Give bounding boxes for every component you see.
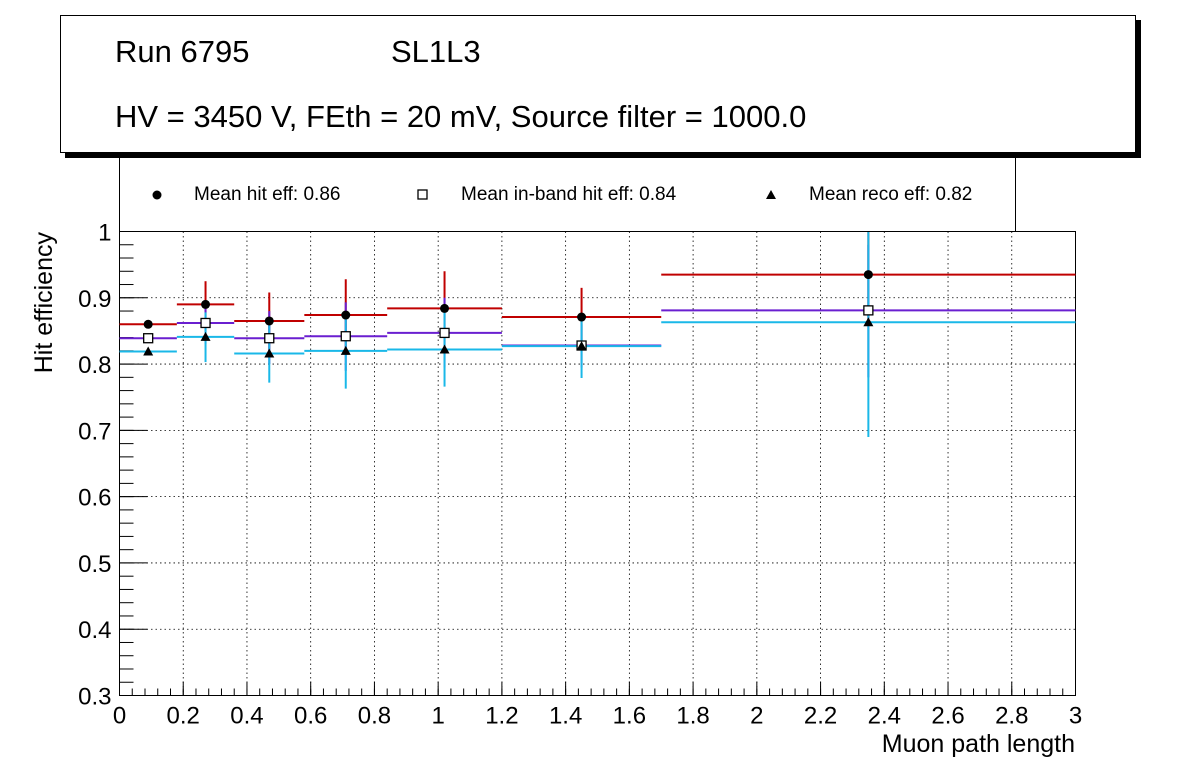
y-tick-label: 0.7 [78, 418, 111, 445]
legend-circle-marker [152, 190, 162, 200]
y-tick-label: 0.6 [78, 485, 111, 512]
markers-reco [143, 317, 874, 358]
reco-eff-point [576, 341, 587, 351]
y-axis-label: Hit efficiency [30, 232, 58, 374]
x-tick-label: 0.8 [358, 703, 391, 730]
reco-eff-point [143, 346, 154, 356]
y-tick-label: 0.9 [78, 286, 111, 313]
y-tick-label: 0.4 [78, 617, 111, 644]
reco-eff-point [439, 344, 450, 354]
hit-eff-point [863, 270, 873, 280]
markers-hit [143, 270, 873, 329]
x-tick-label: 2.6 [931, 703, 964, 730]
x-tick-label: 2 [750, 703, 763, 730]
title-line-1: Run 6795 SL1L3 [115, 34, 481, 70]
x-tick-label: 1 [431, 703, 444, 730]
legend-square-marker [417, 189, 428, 200]
inband-eff-point [863, 305, 874, 316]
conditions-label: HV = 3450 V, FEth = 20 mV, Source filter… [115, 99, 807, 134]
x-tick-label: 1.6 [613, 703, 646, 730]
x-tick-label: 0.4 [230, 703, 263, 730]
hit-eff-point [440, 303, 450, 313]
y-tick-label: 0.8 [78, 352, 111, 379]
axis-ticks: 0 0.2 0.4 0.6 0.8 1 1.2 1.4 1.6 1.8 2 2.2 2.4 2.6 2.8 3… [78, 220, 1082, 730]
legend-triangle-marker [766, 190, 776, 199]
data-series [119, 231, 1076, 437]
title-box: Run 6795 SL1L3 HV = 3450 V, FEth = 20 mV… [60, 15, 1136, 153]
x-tick-label: 2.8 [995, 703, 1028, 730]
series-inband [119, 244, 1076, 378]
plot-frame [119, 231, 1076, 696]
reco-eff-point [863, 317, 874, 327]
x-tick-label: 1.4 [549, 703, 582, 730]
markers-inband [143, 305, 874, 351]
hit-eff-point [264, 316, 274, 326]
y-tick-label: 1 [98, 220, 111, 247]
x-axis-label: Muon path length [882, 730, 1075, 758]
reco-eff-point [264, 348, 275, 358]
x-tick-label: 1.8 [676, 703, 709, 730]
legend: Mean hit eff: 0.86 Mean in-band hit eff:… [119, 157, 1016, 232]
legend-inband-label: Mean in-band hit eff: 0.84 [461, 184, 677, 205]
x-tick-label: 2.2 [804, 703, 837, 730]
hit-eff-point [201, 299, 211, 309]
inband-eff-point [439, 327, 450, 339]
grid-lines [119, 231, 1076, 696]
x-tick-label: 1.2 [485, 703, 518, 730]
series-hit [119, 231, 1076, 351]
hit-eff-point [143, 319, 153, 329]
inband-eff-point [200, 317, 211, 329]
layer-label: SL1L3 [391, 34, 481, 69]
series-reco [119, 231, 1076, 437]
hit-eff-point [577, 312, 587, 322]
x-tick-label: 3 [1069, 703, 1082, 730]
x-tick-label: 0 [113, 703, 126, 730]
run-label: Run 6795 [115, 34, 250, 69]
reco-eff-point [340, 345, 351, 355]
inband-eff-point [340, 331, 351, 342]
hit-eff-point [341, 310, 351, 320]
inband-eff-point [264, 333, 275, 344]
legend-hit-label: Mean hit eff: 0.86 [194, 184, 341, 205]
y-tick-label: 0.5 [78, 551, 111, 578]
y-tick-label: 0.3 [78, 684, 111, 711]
legend-reco-label: Mean reco eff: 0.82 [809, 184, 973, 205]
x-tick-label: 2.4 [868, 703, 901, 730]
inband-eff-point [143, 333, 154, 344]
x-tick-label: 0.2 [167, 703, 200, 730]
reco-eff-point [200, 331, 211, 341]
x-tick-label: 0.6 [294, 703, 327, 730]
